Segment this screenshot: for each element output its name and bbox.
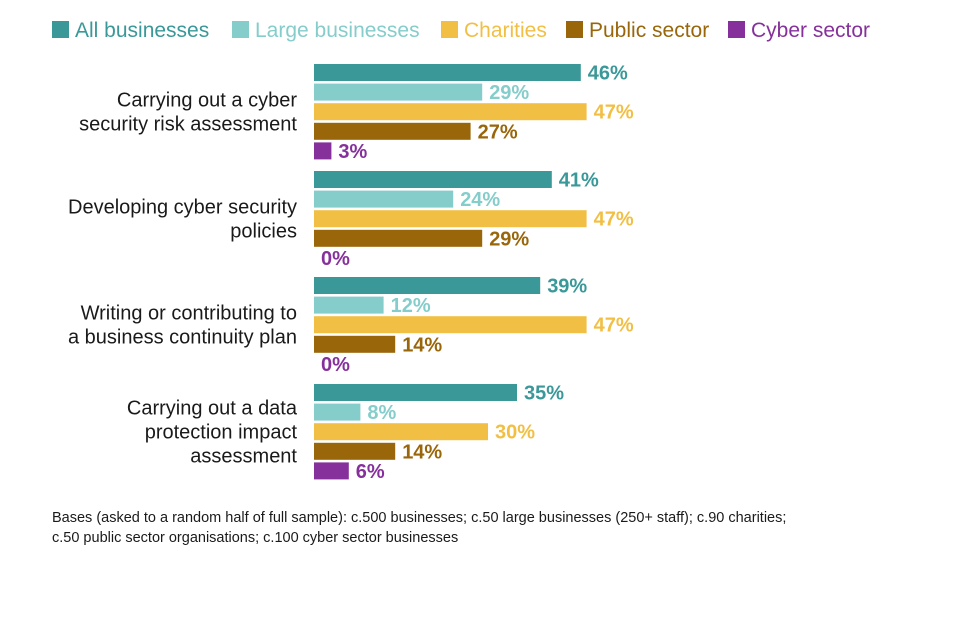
- value-label-large-businesses-4: 8%: [367, 402, 396, 424]
- category-label-line: security risk assessment: [79, 114, 297, 136]
- legend-label-cyber-sector: Cyber sector: [751, 19, 870, 42]
- value-label-public-sector-4: 14%: [402, 441, 442, 463]
- category-labels: Carrying out a cyber security risk assess…: [68, 90, 298, 468]
- bar-large-businesses-1: [314, 83, 483, 101]
- value-label-charities-4: 30%: [495, 422, 535, 444]
- category-label-line: Carrying out a cyber: [117, 90, 297, 112]
- legend-label-all-businesses: All businesses: [75, 19, 209, 42]
- value-label-cyber-sector-3: 0%: [321, 354, 350, 376]
- value-label-public-sector-2: 29%: [489, 228, 529, 250]
- value-label-all-businesses-3: 39%: [547, 276, 587, 298]
- bar-charities-1: [314, 103, 587, 121]
- bar-public-sector-2: [314, 229, 483, 247]
- legend-swatch-all-businesses: [52, 21, 69, 38]
- bar-public-sector-3: [314, 335, 396, 353]
- grouped-bar-chart: All businesses Large businesses Charities P…: [52, 19, 870, 483]
- category-label-2: Developing cyber security policies: [68, 197, 297, 243]
- bar-all-businesses-2: [314, 171, 552, 188]
- category-label-1: Carrying out a cyber security risk assess…: [79, 90, 297, 136]
- chart-legend: All businesses Large businesses Charities P…: [52, 19, 870, 42]
- bar-charities-3: [314, 316, 587, 334]
- category-label-3: Writing or contributing to a business con…: [68, 303, 297, 349]
- category-label-line: policies: [230, 221, 297, 243]
- bases-footnote: Bases (asked to a random half of full sa…: [52, 508, 932, 548]
- category-label-4: Carrying out a data protection impact asse…: [127, 398, 298, 468]
- bar-large-businesses-3: [314, 296, 384, 314]
- bar-cyber-sector-4: [314, 462, 349, 480]
- legend-swatch-charities: [441, 21, 458, 38]
- value-label-public-sector-1: 27%: [478, 121, 518, 143]
- bar-marks: [314, 64, 587, 480]
- bar-all-businesses-4: [314, 384, 517, 401]
- legend-label-public-sector: Public sector: [589, 19, 709, 42]
- bases-footnote-line-2: c.50 public sector organisations; c.100 …: [52, 530, 459, 546]
- bar-charities-2: [314, 210, 587, 228]
- category-label-line: protection impact: [145, 422, 298, 444]
- category-label-line: assessment: [190, 446, 297, 468]
- bar-large-businesses-4: [314, 403, 361, 421]
- value-label-large-businesses-3: 12%: [391, 295, 431, 317]
- legend-label-large-businesses: Large businesses: [255, 19, 420, 42]
- bar-public-sector-1: [314, 122, 471, 140]
- value-label-all-businesses-2: 41%: [559, 170, 599, 192]
- legend-swatch-large-businesses: [232, 21, 249, 38]
- value-label-charities-3: 47%: [594, 315, 634, 337]
- value-label-cyber-sector-2: 0%: [321, 248, 350, 270]
- bar-cyber-sector-1: [314, 142, 332, 160]
- bar-all-businesses-1: [314, 64, 581, 81]
- value-labels: 46% 29% 47% 27% 3% 41% 24% 47% 29% 0% 39% 12% 47% 14%…: [321, 63, 634, 483]
- value-label-cyber-sector-1: 3%: [338, 141, 367, 163]
- value-label-large-businesses-1: 29%: [489, 82, 529, 104]
- legend-swatch-public-sector: [566, 21, 583, 38]
- value-label-charities-1: 47%: [594, 102, 634, 124]
- bar-large-businesses-2: [314, 190, 454, 208]
- bases-footnote-line-1: Bases (asked to a random half of full sa…: [52, 510, 787, 526]
- legend-swatch-cyber-sector: [728, 21, 745, 38]
- category-label-line: Carrying out a data: [127, 398, 298, 420]
- bar-charities-4: [314, 423, 488, 441]
- value-label-all-businesses-4: 35%: [524, 383, 564, 405]
- value-label-all-businesses-1: 46%: [588, 63, 628, 85]
- value-label-public-sector-3: 14%: [402, 334, 442, 356]
- legend-label-charities: Charities: [464, 19, 547, 42]
- category-label-line: Developing cyber security: [68, 197, 297, 219]
- value-label-charities-2: 47%: [594, 209, 634, 231]
- bar-public-sector-4: [314, 442, 396, 460]
- category-label-line: a business continuity plan: [68, 327, 297, 349]
- value-label-large-businesses-2: 24%: [460, 189, 500, 211]
- bar-all-businesses-3: [314, 277, 541, 294]
- value-label-cyber-sector-4: 6%: [356, 461, 385, 483]
- category-label-line: Writing or contributing to: [81, 303, 297, 325]
